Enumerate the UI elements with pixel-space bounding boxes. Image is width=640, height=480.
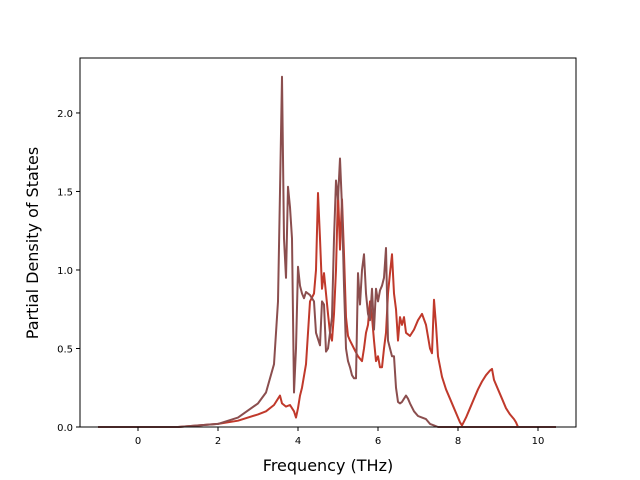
x-tick-label: 8 — [455, 436, 461, 447]
series-layer — [98, 75, 556, 428]
x-axis-label: Frequency (THz) — [263, 456, 393, 475]
axes-layer: 0 2 4 6 8 10 0.0 0.5 1.0 1.5 2.0 — [57, 57, 577, 447]
x-tick-label: 6 — [375, 436, 381, 447]
pdos-series-line-1 — [98, 190, 556, 428]
pdos-series-line-2 — [98, 75, 556, 428]
x-tick-label: 2 — [215, 436, 221, 447]
y-tick-label: 0.5 — [57, 344, 73, 355]
y-axis-label: Partial Density of States — [23, 147, 42, 339]
y-tick-label: 2.0 — [57, 109, 73, 120]
x-tick-label: 4 — [295, 436, 301, 447]
plot-frame — [79, 57, 577, 428]
y-tick-label: 1.5 — [57, 187, 73, 198]
x-tick-label: 0 — [135, 436, 141, 447]
y-tick-label: 1.0 — [57, 266, 73, 277]
y-tick-label: 0.0 — [57, 423, 73, 434]
x-tick-label: 10 — [532, 436, 545, 447]
